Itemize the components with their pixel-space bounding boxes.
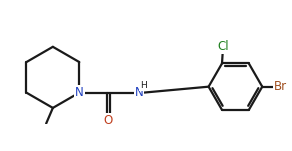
Text: H: H	[140, 81, 147, 90]
Text: O: O	[104, 114, 113, 127]
Text: Br: Br	[274, 80, 287, 93]
Text: Cl: Cl	[217, 40, 229, 53]
Text: N: N	[135, 86, 143, 99]
Text: N: N	[75, 86, 84, 99]
